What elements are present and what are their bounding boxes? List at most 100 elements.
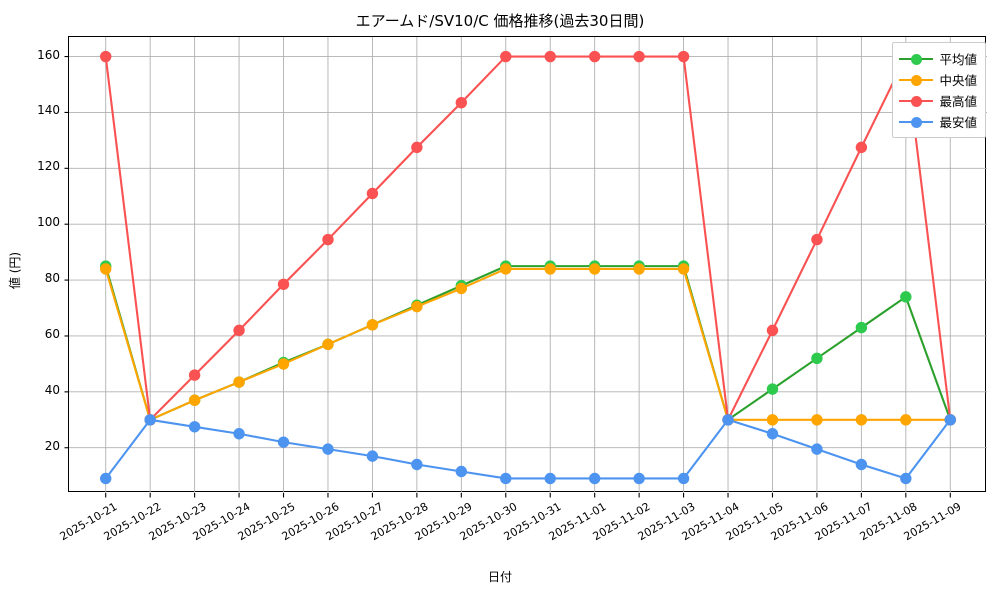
x-tick-label: 2025-11-01 xyxy=(546,500,609,544)
data-point xyxy=(455,282,468,295)
data-point xyxy=(900,414,912,426)
legend-item-平均値[interactable]: 平均値 xyxy=(899,48,977,69)
series-line xyxy=(104,267,952,421)
x-tick-label: 2025-11-07 xyxy=(813,500,875,544)
data-point xyxy=(900,291,912,303)
chart-title: エアームド/SV10/C 価格推移(過去30日間) xyxy=(355,12,645,30)
data-point xyxy=(544,50,556,63)
chart-legend: 平均値中央値最高値最安値 xyxy=(892,42,986,138)
data-point xyxy=(411,141,423,154)
data-point xyxy=(366,319,379,331)
legend-label: 最高値 xyxy=(939,94,977,109)
data-point xyxy=(811,414,823,426)
plot-area xyxy=(64,36,987,498)
data-point xyxy=(322,233,334,246)
legend-swatch-icon xyxy=(899,94,934,108)
data-point xyxy=(500,263,512,275)
x-tick-label: 2025-10-29 xyxy=(412,500,475,544)
y-tick-label: 160 xyxy=(37,47,60,62)
data-point xyxy=(144,414,156,426)
data-point xyxy=(588,472,601,485)
legend-swatch-icon xyxy=(899,52,934,66)
data-point xyxy=(500,50,512,63)
series-line xyxy=(104,418,952,480)
data-point xyxy=(766,324,779,337)
data-point xyxy=(455,96,468,109)
legend-label: 最安値 xyxy=(939,115,977,130)
data-point xyxy=(855,414,868,426)
y-tick-label: 120 xyxy=(37,159,60,174)
x-tick-label: 2025-11-02 xyxy=(590,500,653,544)
legend-label: 中央値 xyxy=(939,73,977,88)
x-tick-label: 2025-10-26 xyxy=(279,500,342,544)
legend-item-中央値[interactable]: 中央値 xyxy=(899,69,977,90)
x-tick-label: 2025-11-03 xyxy=(635,500,698,544)
data-point xyxy=(455,465,468,478)
legend-swatch-icon xyxy=(899,115,934,129)
data-point xyxy=(677,472,690,485)
legend-swatch-icon xyxy=(899,73,934,87)
y-tick-label: 80 xyxy=(44,271,60,286)
y-tick-label: 60 xyxy=(44,326,60,341)
data-point xyxy=(588,50,601,63)
series-1 xyxy=(100,263,956,426)
y-tick-label: 40 xyxy=(44,382,60,397)
data-point xyxy=(588,263,601,275)
legend-item-最安値[interactable]: 最安値 xyxy=(899,111,977,132)
data-point xyxy=(233,376,245,388)
data-point xyxy=(855,141,868,154)
series-0 xyxy=(100,260,956,426)
x-tick-label: 2025-10-31 xyxy=(501,500,564,544)
data-point xyxy=(855,321,868,334)
series-line xyxy=(104,265,952,421)
x-tick-label: 2025-11-04 xyxy=(679,500,742,544)
y-tick-label: 140 xyxy=(37,103,60,118)
legend-item-最高値[interactable]: 最高値 xyxy=(899,90,977,111)
grid-lines xyxy=(69,37,987,493)
data-point xyxy=(811,352,823,365)
data-point xyxy=(277,358,290,370)
data-point xyxy=(500,472,512,485)
series-3 xyxy=(100,414,956,485)
data-point xyxy=(322,338,334,351)
data-point xyxy=(100,472,112,485)
x-tick-label: 2025-10-24 xyxy=(190,500,253,544)
y-axis-tick-labels: 20 40 60 80 100 120 140 160 xyxy=(8,0,60,600)
data-point xyxy=(766,383,779,395)
data-point xyxy=(411,458,423,471)
data-point xyxy=(233,324,245,337)
x-tick-label: 2025-11-05 xyxy=(724,500,786,544)
data-point xyxy=(944,414,956,426)
data-point xyxy=(677,50,690,63)
x-tick-label: 2025-11-06 xyxy=(768,500,831,544)
data-point xyxy=(100,50,112,63)
data-point xyxy=(277,436,290,448)
x-axis-title: 日付 xyxy=(487,570,512,584)
plot-canvas xyxy=(64,37,987,498)
data-point xyxy=(366,187,379,200)
data-point xyxy=(766,414,779,426)
data-point xyxy=(188,394,201,406)
data-point xyxy=(188,421,201,433)
data-point xyxy=(722,414,734,426)
data-point xyxy=(544,263,556,275)
data-point xyxy=(633,50,645,63)
x-tick-label: 2025-10-30 xyxy=(457,500,520,544)
data-point xyxy=(411,300,423,313)
y-tick-label: 100 xyxy=(37,215,60,230)
data-point xyxy=(900,472,912,485)
data-point xyxy=(855,458,868,471)
data-point xyxy=(811,233,823,246)
data-point xyxy=(322,443,334,455)
data-point xyxy=(188,369,201,381)
x-tick-label: 2025-10-28 xyxy=(368,500,431,544)
x-tick-label: 2025-10-25 xyxy=(235,500,298,544)
data-point xyxy=(544,472,556,485)
series-line xyxy=(104,55,952,421)
data-point xyxy=(677,263,690,275)
legend-label: 平均値 xyxy=(939,52,977,67)
x-tick-label: 2025-10-27 xyxy=(324,500,386,544)
data-point xyxy=(766,428,779,440)
data-point xyxy=(233,428,245,440)
